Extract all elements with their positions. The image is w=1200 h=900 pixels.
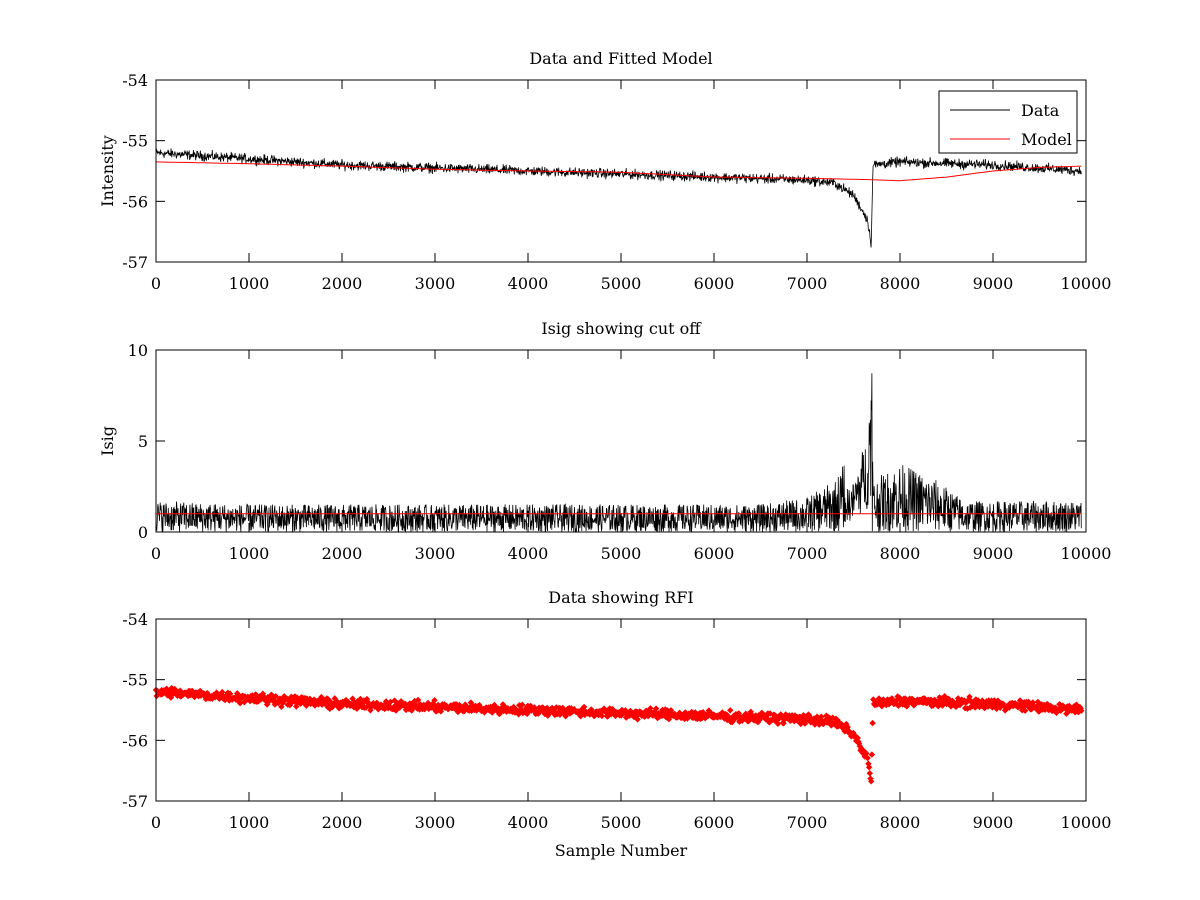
x-tick-label: 4000 xyxy=(508,544,549,563)
x-tick-label: 0 xyxy=(151,274,161,293)
subplot-3: Data showing RFI Sample Number 0 1000 2000… xyxy=(122,588,1111,860)
y-tick-label: -57 xyxy=(122,253,148,272)
plot-title: Isig showing cut off xyxy=(541,319,702,338)
x-tick-label: 2000 xyxy=(322,274,363,293)
x-tick-label: 0 xyxy=(151,813,161,832)
series-rfi xyxy=(152,684,1085,785)
x-tick-label: 8000 xyxy=(880,544,921,563)
series-isig xyxy=(155,373,1082,533)
y-tick-label: -54 xyxy=(122,610,148,629)
y-tick-label: -56 xyxy=(122,192,148,211)
legend: Data Model xyxy=(938,90,1078,154)
x-tick-label: 1000 xyxy=(229,813,270,832)
series-model xyxy=(155,161,1082,182)
plot-title: Data and Fitted Model xyxy=(529,49,712,68)
y-tick-label: -56 xyxy=(122,731,148,750)
x-tick-label: 4000 xyxy=(508,274,549,293)
x-tick-label: 3000 xyxy=(415,813,456,832)
x-tick-label: 5000 xyxy=(601,544,642,563)
series-group xyxy=(155,373,1082,533)
x-tick-label: 9000 xyxy=(973,813,1014,832)
x-tick-label: 8000 xyxy=(880,813,921,832)
x-axis-label: Sample Number xyxy=(555,841,688,860)
y-tick-label: 0 xyxy=(138,523,148,542)
y-axis-label: Intensity xyxy=(98,135,117,207)
y-tick-label: 5 xyxy=(138,432,148,451)
y-tick-label: 10 xyxy=(128,341,148,360)
x-tick-label: 7000 xyxy=(787,544,828,563)
legend-label-data: Data xyxy=(1021,101,1060,120)
ticks-group: 0 1000 2000 3000 4000 5000 6000 7000 8000 9000 100… xyxy=(122,71,1111,293)
y-tick-label: -57 xyxy=(122,792,148,811)
x-tick-label: 2000 xyxy=(322,544,363,563)
x-tick-label: 1000 xyxy=(229,274,270,293)
x-tick-label: 3000 xyxy=(415,544,456,563)
y-tick-label: -54 xyxy=(122,71,148,90)
legend-label-model: Model xyxy=(1021,130,1072,149)
subplot-1: Data and Fitted Model Intensity 0 1000 200… xyxy=(98,49,1111,293)
x-tick-label: 7000 xyxy=(787,813,828,832)
x-tick-label: 3000 xyxy=(415,274,456,293)
x-tick-label: 9000 xyxy=(973,544,1014,563)
x-tick-label: 10000 xyxy=(1061,813,1112,832)
x-tick-label: 1000 xyxy=(229,544,270,563)
x-tick-label: 0 xyxy=(151,544,161,563)
y-tick-label: -55 xyxy=(122,671,148,690)
y-tick-label: -55 xyxy=(122,132,148,151)
x-tick-label: 8000 xyxy=(880,274,921,293)
series-data xyxy=(155,148,1082,248)
plot-title: Data showing RFI xyxy=(548,588,693,607)
x-tick-label: 4000 xyxy=(508,813,549,832)
y-axis-label: Isig xyxy=(98,426,117,456)
ticks-group: 0 1000 2000 3000 4000 5000 6000 7000 8000 9000 100… xyxy=(122,610,1111,832)
x-tick-label: 10000 xyxy=(1061,274,1112,293)
x-tick-label: 9000 xyxy=(973,274,1014,293)
x-tick-label: 6000 xyxy=(694,274,735,293)
ticks-group: 0 1000 2000 3000 4000 5000 6000 7000 8000 9000 100… xyxy=(128,341,1112,563)
x-tick-label: 10000 xyxy=(1061,544,1112,563)
x-tick-label: 6000 xyxy=(694,813,735,832)
series-group xyxy=(155,148,1082,248)
x-tick-label: 5000 xyxy=(601,813,642,832)
x-tick-label: 7000 xyxy=(787,274,828,293)
x-tick-label: 5000 xyxy=(601,274,642,293)
x-tick-label: 6000 xyxy=(694,544,735,563)
series-group xyxy=(152,684,1085,785)
subplot-2: Isig showing cut off Isig 0 1000 2000 3000 4… xyxy=(98,319,1111,563)
x-tick-label: 2000 xyxy=(322,813,363,832)
legend-box xyxy=(938,90,1078,154)
